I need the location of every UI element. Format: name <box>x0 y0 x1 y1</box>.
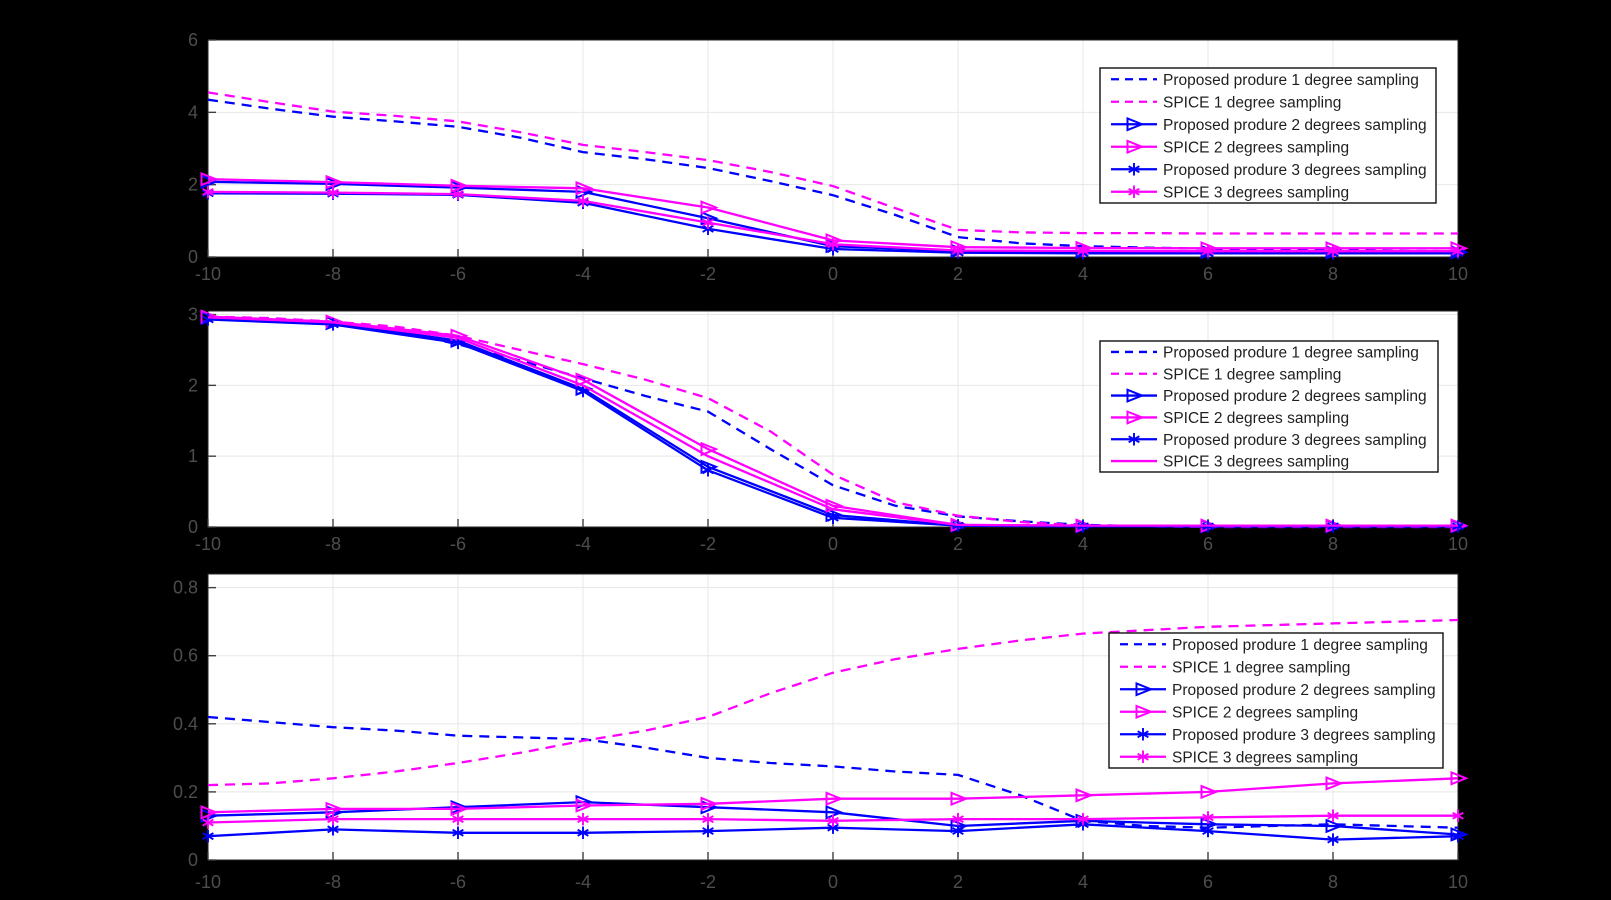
y-tick-label: 6 <box>188 30 198 50</box>
legend-label: SPICE 3 degrees sampling <box>1172 749 1358 766</box>
legend-label: Proposed produre 3 degrees sampling <box>1163 432 1427 449</box>
legend-label: SPICE 2 degrees sampling <box>1163 139 1349 156</box>
x-tick-label: -4 <box>575 534 591 554</box>
x-tick-label: 10 <box>1448 872 1468 892</box>
x-tick-label: -2 <box>700 264 716 284</box>
x-tick-label: 2 <box>953 534 963 554</box>
x-tick-label: -10 <box>195 872 221 892</box>
y-tick-label: 0 <box>188 517 198 537</box>
x-tick-label: -8 <box>325 534 341 554</box>
legend-label: SPICE 3 degrees sampling <box>1163 184 1349 201</box>
legend: Proposed produre 1 degree sampling SPICE … <box>1099 67 1437 204</box>
x-tick-label: -6 <box>450 534 466 554</box>
x-tick-label: 2 <box>953 264 963 284</box>
legend: Proposed produre 1 degree sampling SPICE … <box>1099 340 1439 473</box>
legend-label: Proposed produre 1 degree sampling <box>1163 72 1419 89</box>
x-tick-label: -8 <box>325 872 341 892</box>
y-tick-label: 0.4 <box>173 714 198 734</box>
x-tick-label: 2 <box>953 872 963 892</box>
legend-label: SPICE 1 degree sampling <box>1172 659 1350 676</box>
x-tick-label: 6 <box>1203 534 1213 554</box>
series-1 <box>207 715 1459 829</box>
x-tick-label: -6 <box>450 872 466 892</box>
x-tick-label: 0 <box>828 264 838 284</box>
legend-label: SPICE 2 degrees sampling <box>1163 410 1349 427</box>
legend-label: Proposed produre 2 degrees sampling <box>1163 117 1427 134</box>
legend-label: Proposed produre 1 degree sampling <box>1172 637 1428 654</box>
legend-label: Proposed produre 1 degree sampling <box>1163 344 1419 361</box>
x-tick-label: 4 <box>1078 872 1088 892</box>
x-tick-label: 10 <box>1448 264 1468 284</box>
x-tick-label: -2 <box>700 534 716 554</box>
x-tick-label: -4 <box>575 872 591 892</box>
x-tick-label: 0 <box>828 872 838 892</box>
x-tick-label: 4 <box>1078 264 1088 284</box>
series-4 <box>200 771 1469 820</box>
x-tick-label: 4 <box>1078 534 1088 554</box>
y-tick-label: 0.6 <box>173 646 198 666</box>
series-2 <box>207 618 1459 787</box>
legend-label: Proposed produre 2 degrees sampling <box>1172 682 1436 699</box>
x-tick-label: -10 <box>195 264 221 284</box>
series-5 <box>202 818 1464 846</box>
legend-label: SPICE 2 degrees sampling <box>1172 704 1358 721</box>
series-6 <box>202 185 1464 258</box>
x-tick-label: -2 <box>700 872 716 892</box>
legend-label: Proposed produre 2 degrees sampling <box>1163 388 1427 405</box>
x-tick-label: -6 <box>450 264 466 284</box>
legend-label: SPICE 3 degrees sampling <box>1163 454 1349 471</box>
x-tick-label: -10 <box>195 534 221 554</box>
x-tick-label: 0 <box>828 534 838 554</box>
y-tick-label: 0 <box>188 247 198 267</box>
legend-label: SPICE 1 degree sampling <box>1163 94 1341 111</box>
x-tick-label: -4 <box>575 264 591 284</box>
y-tick-label: 4 <box>188 102 198 122</box>
y-tick-label: 2 <box>188 175 198 195</box>
series-2 <box>207 91 1458 235</box>
x-tick-label: 8 <box>1328 264 1338 284</box>
x-tick-label: -8 <box>325 264 341 284</box>
x-tick-label: 10 <box>1448 534 1468 554</box>
y-tick-label: 2 <box>188 375 198 395</box>
legend-label: Proposed produre 3 degrees sampling <box>1172 727 1436 744</box>
legend: Proposed produre 1 degree sampling SPICE … <box>1108 632 1444 769</box>
series-6 <box>207 316 1458 527</box>
x-tick-label: 6 <box>1203 264 1213 284</box>
legend-label: SPICE 1 degree sampling <box>1163 366 1341 383</box>
y-tick-label: 3 <box>188 305 198 325</box>
tick-marks: -10 -8 -6 -4 -2 0 2 4 6 8 10 0 0.2 0.4 0.6 0.8 <box>173 578 1468 892</box>
x-tick-label: 8 <box>1328 872 1338 892</box>
tick-marks: -10 -8 -6 -4 -2 0 2 4 6 8 10 0 2 4 6 <box>188 30 1468 284</box>
y-tick-label: 0.8 <box>173 578 198 598</box>
y-tick-label: 1 <box>188 446 198 466</box>
y-tick-label: 0 <box>188 850 198 870</box>
y-tick-label: 0.2 <box>173 782 198 802</box>
x-tick-label: 8 <box>1328 534 1338 554</box>
legend-label: Proposed produre 3 degrees sampling <box>1163 162 1427 179</box>
x-tick-label: 6 <box>1203 872 1213 892</box>
series-6 <box>202 809 1464 829</box>
